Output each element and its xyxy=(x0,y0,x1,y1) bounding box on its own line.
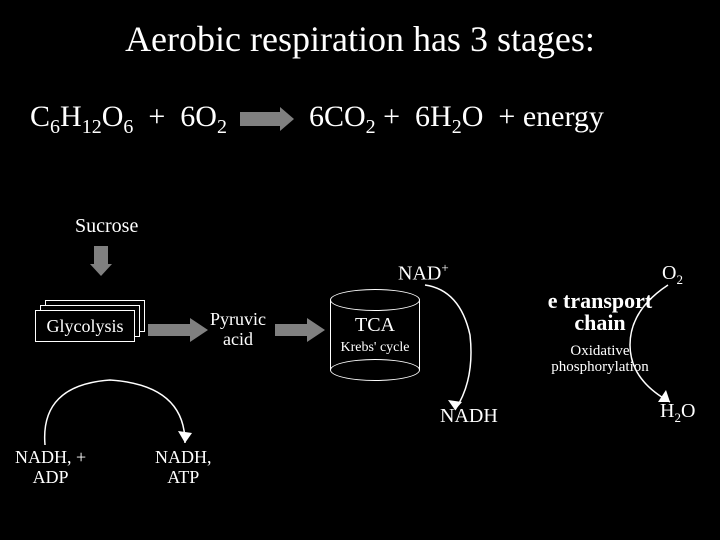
equation-left: C6H12O6 + 6O2 xyxy=(30,100,227,133)
nadh-atp-label: NADH,ATP xyxy=(155,448,212,488)
equation-arrow-icon xyxy=(240,112,280,126)
glycolysis-arc-arrow-icon xyxy=(10,365,230,455)
nadh-adp-label: NADH, +ADP xyxy=(15,448,86,488)
etc-curve-arrow-icon xyxy=(600,280,710,420)
glycolysis-label: Glycolysis xyxy=(35,310,135,342)
equation: C6H12O6 + 6O2 6CO2 + 6H2O + energy xyxy=(30,100,690,139)
nadh-label: NADH xyxy=(440,405,498,428)
equation-right: 6CO2 + 6H2O + energy xyxy=(309,100,604,133)
h2o-label: H2O xyxy=(660,400,695,426)
down-arrow-icon xyxy=(90,246,112,272)
right-arrow-icon xyxy=(148,318,208,342)
right-arrow-icon xyxy=(275,318,325,342)
sucrose-label: Sucrose xyxy=(75,215,138,238)
pyruvic-acid-label: Pyruvicacid xyxy=(210,310,266,350)
page-title: Aerobic respiration has 3 stages: xyxy=(0,18,720,60)
glycolysis-box: Glycolysis xyxy=(35,300,145,340)
